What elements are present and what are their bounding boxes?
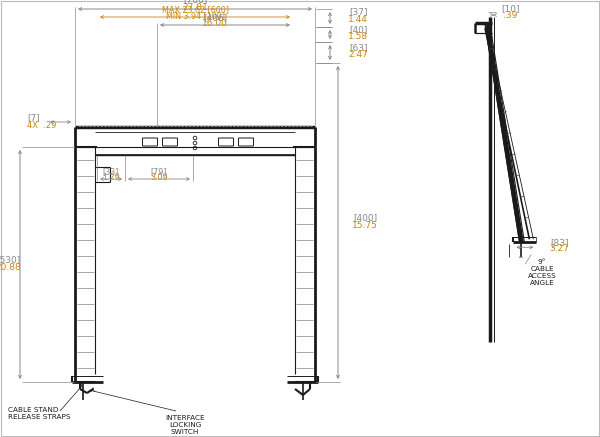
Text: 16.00: 16.00 [202, 20, 228, 28]
Text: 1.44: 1.44 [348, 14, 368, 24]
Text: INTERFACE
LOCKING
SWITCH: INTERFACE LOCKING SWITCH [165, 415, 205, 435]
Text: MAX 23.62 [600]: MAX 23.62 [600] [161, 6, 229, 14]
Text: [83]: [83] [550, 238, 569, 247]
Text: [63]: [63] [349, 43, 367, 52]
Text: CABLE STAND
RELEASE STRAPS: CABLE STAND RELEASE STRAPS [8, 407, 71, 420]
Text: .39: .39 [503, 11, 517, 21]
FancyBboxPatch shape [163, 138, 178, 146]
Text: [706]: [706] [183, 0, 207, 4]
Text: [400]: [400] [353, 213, 377, 222]
FancyBboxPatch shape [143, 138, 157, 146]
Text: 4X  .29: 4X .29 [27, 121, 56, 129]
Text: [37]: [37] [349, 7, 367, 17]
Text: MIN 3.94 [100]: MIN 3.94 [100] [166, 11, 224, 21]
Text: 27.81: 27.81 [182, 3, 208, 11]
Text: [79]: [79] [151, 167, 167, 177]
Text: [7]: [7] [27, 114, 40, 122]
FancyBboxPatch shape [239, 138, 254, 146]
Text: 1.58: 1.58 [348, 32, 368, 41]
Text: 2.47: 2.47 [348, 50, 368, 59]
Text: [10]: [10] [501, 4, 519, 14]
Text: 1.29: 1.29 [102, 173, 120, 183]
Text: 15.75: 15.75 [352, 221, 378, 230]
Text: 3.27: 3.27 [550, 244, 569, 253]
Text: [40]: [40] [349, 25, 367, 34]
Text: 9°
CABLE
ACCESS
ANGLE: 9° CABLE ACCESS ANGLE [527, 259, 556, 286]
Text: [33]: [33] [103, 167, 119, 177]
Text: 3.09: 3.09 [150, 173, 168, 183]
Text: [530]: [530] [0, 255, 20, 264]
FancyBboxPatch shape [218, 138, 233, 146]
Text: 20.88: 20.88 [0, 263, 21, 272]
Text: [406]: [406] [203, 14, 227, 22]
